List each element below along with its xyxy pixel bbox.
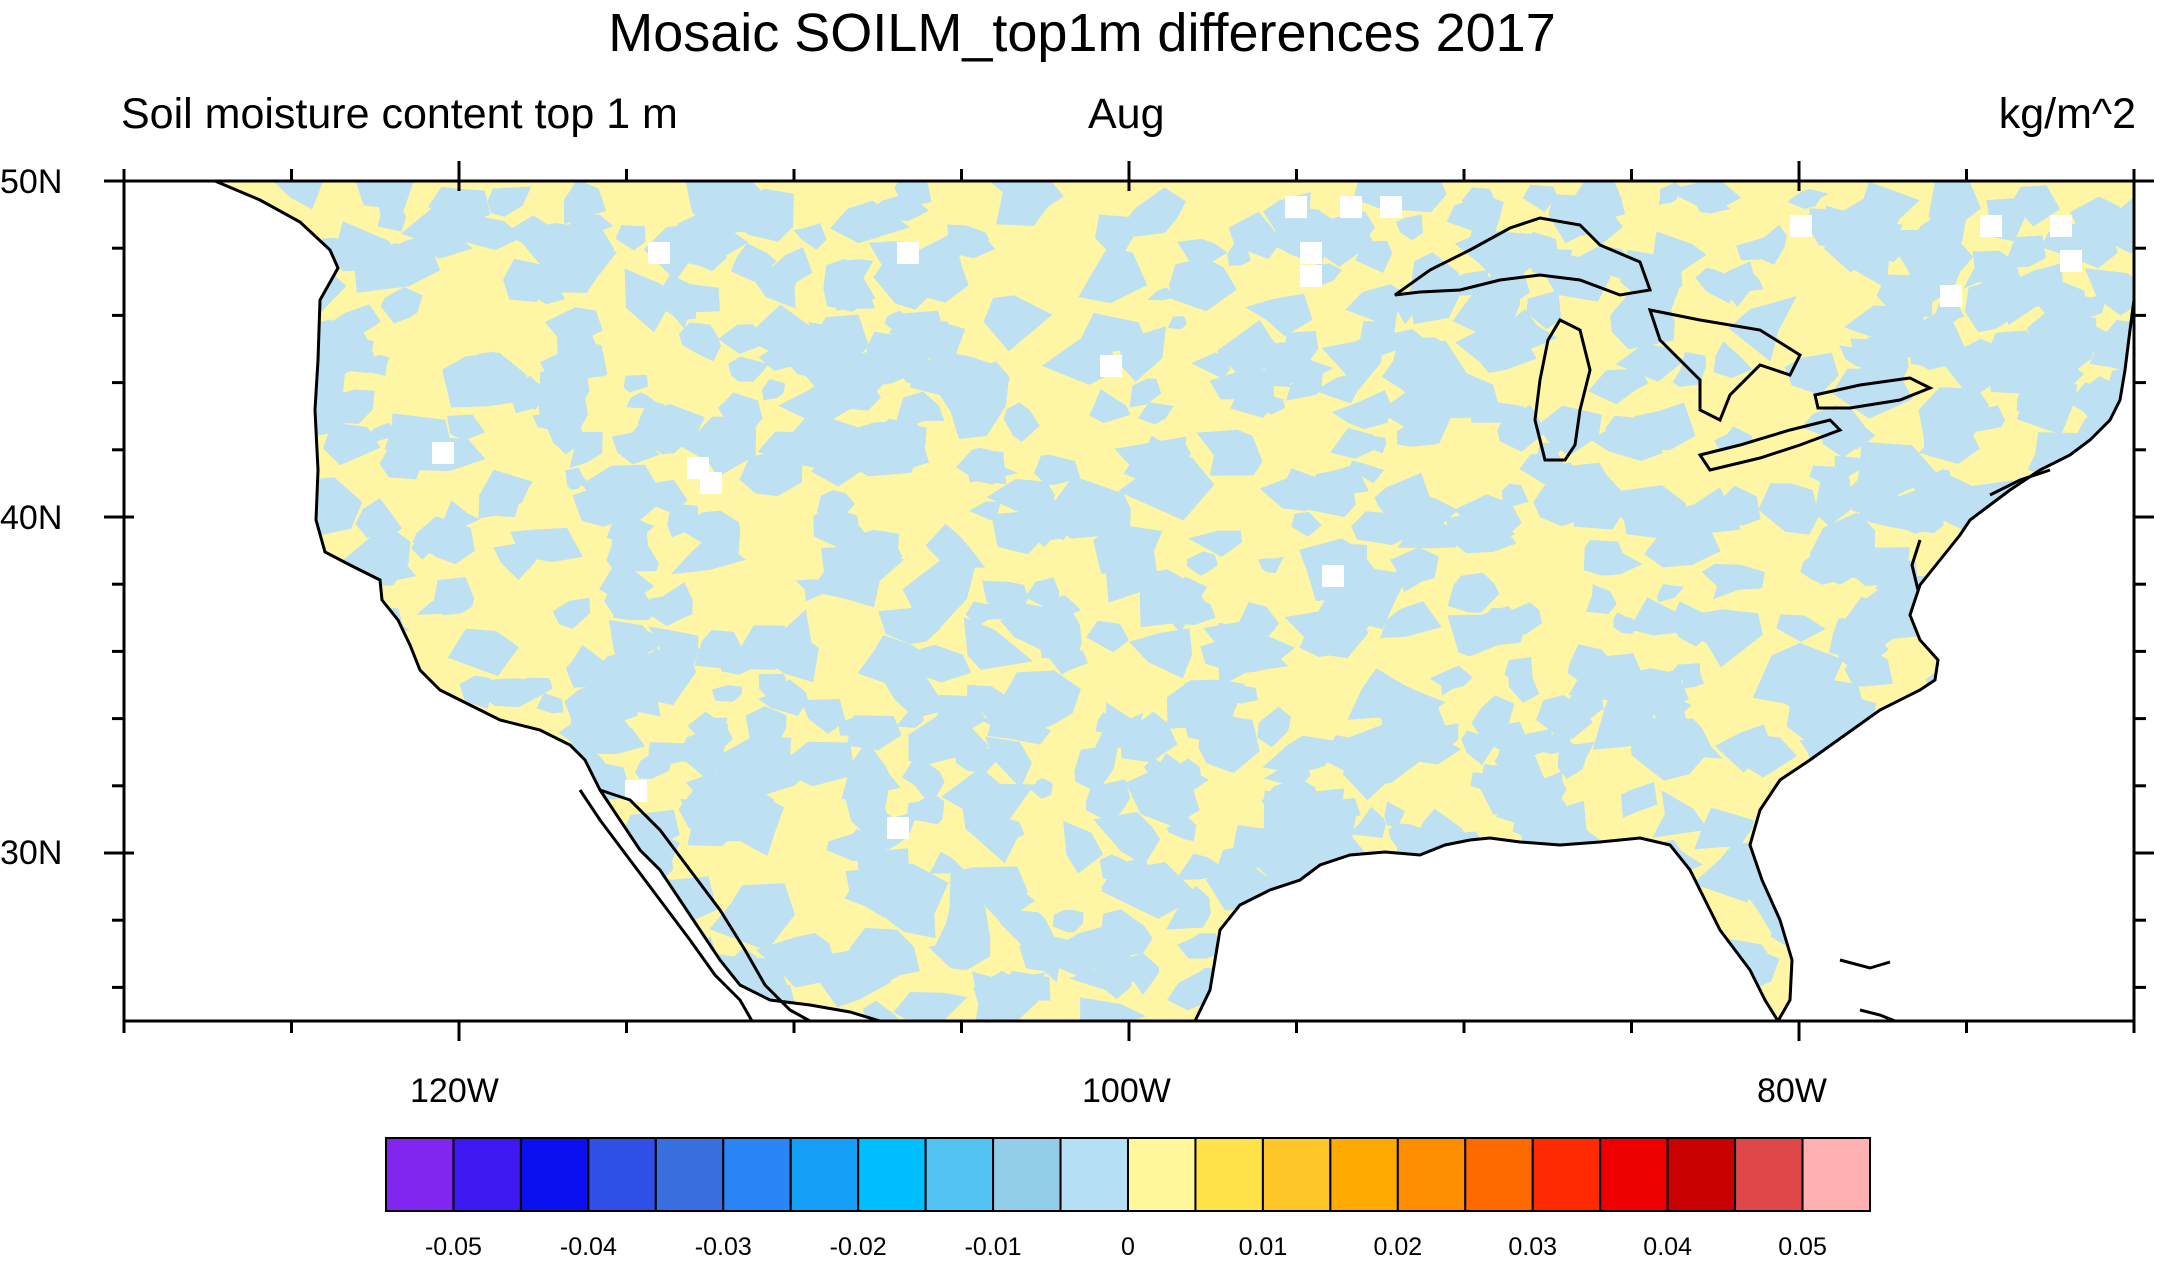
colorbar-tick-label: -0.02 <box>829 1233 887 1261</box>
colorbar-tick-label: -0.01 <box>964 1233 1022 1261</box>
colorbar-tick-label: -0.03 <box>694 1233 752 1261</box>
lat-label-30n: 30N <box>0 834 63 872</box>
lake-michigan <box>1533 318 1592 462</box>
colorbar-tick-label: 0.05 <box>1778 1233 1827 1261</box>
colorbar-box <box>1599 1137 1669 1212</box>
colorbar-box <box>1666 1137 1737 1212</box>
colorbar-box <box>519 1137 590 1212</box>
long-island <box>1989 468 2051 497</box>
lat-label-40n: 40N <box>0 499 63 537</box>
colorbar-box <box>1464 1137 1534 1212</box>
colorbar-tick-label: 0.01 <box>1238 1233 1288 1261</box>
colorbar-box <box>1059 1137 1129 1212</box>
colorbar-tick-label: -0.05 <box>424 1233 482 1261</box>
baja-inner-coast <box>578 789 754 1021</box>
colorbar-box <box>924 1137 995 1212</box>
mexico-gulf-coast <box>599 788 811 1021</box>
colorbar-box <box>1127 1137 1197 1212</box>
colorbar-tick-label: 0.03 <box>1508 1233 1558 1261</box>
map-title: Mosaic SOILM_top1m differences 2017 <box>608 3 1556 63</box>
colorbar-box <box>452 1137 522 1212</box>
colorbar-box <box>857 1137 927 1212</box>
us-coastline <box>214 181 2134 1021</box>
colorbar-tick-label: 0 <box>1121 1233 1135 1261</box>
month-label: Aug <box>1088 90 1165 138</box>
lat-label-50n: 50N <box>0 163 63 201</box>
lake-superior <box>1394 216 1653 297</box>
coastlines <box>214 181 2134 1021</box>
lon-label-80w: 80W <box>1757 1072 1827 1110</box>
chesapeake-bay <box>1910 539 1922 591</box>
variable-description: Soil moisture content top 1 m <box>121 90 678 138</box>
colorbar-box <box>1261 1137 1332 1212</box>
axis-ticks <box>104 161 2154 1041</box>
colorbar-box <box>1329 1137 1399 1212</box>
colorbar-tick-label: 0.02 <box>1373 1233 1423 1261</box>
lake-ontario <box>1813 376 1934 410</box>
colorbar-box <box>587 1137 657 1212</box>
colorbar-box <box>722 1137 792 1212</box>
lake-erie <box>1697 418 1843 472</box>
bahamas <box>1839 958 1891 970</box>
land-field <box>215 181 2134 1021</box>
colorbar-tick-label: 0.04 <box>1643 1233 1692 1261</box>
lon-label-120w: 120W <box>410 1072 499 1110</box>
colorbar-tick-label: -0.04 <box>559 1233 617 1261</box>
colorbar-box <box>385 1137 455 1212</box>
colorbar-box <box>1734 1137 1804 1212</box>
units-label: kg/m^2 <box>1998 90 2136 138</box>
colorbar-box <box>1194 1137 1264 1212</box>
colorbar-box <box>1531 1137 1602 1212</box>
colorbar-box <box>1396 1137 1467 1212</box>
lake-huron <box>1647 308 1802 423</box>
cuba-coast <box>1859 1008 1896 1021</box>
colorbar-box <box>992 1137 1062 1212</box>
lon-label-100w: 100W <box>1082 1072 1171 1110</box>
colorbar-box <box>1801 1137 1871 1212</box>
colorbar-box <box>654 1137 725 1212</box>
colorbar-box <box>789 1137 860 1212</box>
